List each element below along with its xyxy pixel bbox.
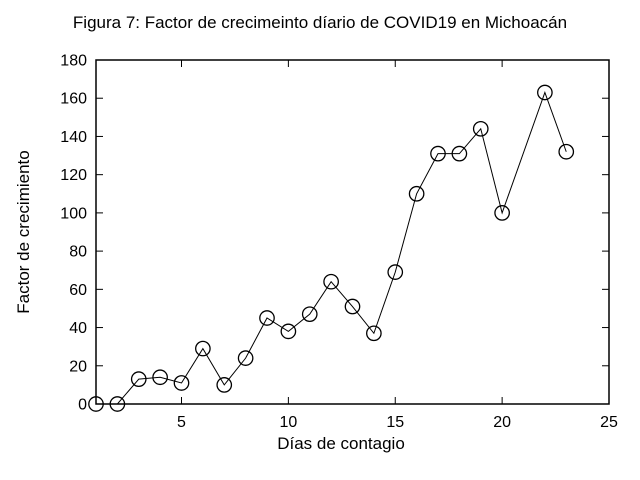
data-point-marker xyxy=(173,375,190,391)
chart-title: Figura 7: Factor de crecimeinto díario d… xyxy=(72,13,568,32)
x-tick-label: 10 xyxy=(279,414,297,431)
data-point-marker xyxy=(537,84,553,101)
x-axis-label: Días de contagio xyxy=(277,434,405,453)
data-point-marker xyxy=(88,396,104,412)
x-tick-label: 20 xyxy=(493,414,511,431)
data-line xyxy=(96,91,567,405)
y-tick-label: 140 xyxy=(60,129,87,146)
y-tick-label: 80 xyxy=(69,244,87,261)
data-point-marker xyxy=(237,350,254,366)
data-point-marker xyxy=(259,310,275,326)
data-point-marker xyxy=(472,120,489,137)
data-point-marker xyxy=(301,306,318,323)
data-point-marker xyxy=(323,273,339,290)
data-point-marker xyxy=(344,298,361,315)
y-tick-label: 120 xyxy=(60,167,87,184)
x-tick-label: 15 xyxy=(386,414,404,431)
plot-frame xyxy=(95,59,610,405)
data-point-marker xyxy=(494,205,510,221)
y-tick-label: 100 xyxy=(60,205,87,222)
data-point-marker xyxy=(130,371,147,388)
x-tick-label: 25 xyxy=(600,414,618,431)
data-point-marker xyxy=(558,143,575,160)
y-tick-label: 20 xyxy=(69,358,87,375)
y-tick-label: 0 xyxy=(78,397,87,414)
x-tick-label: 5 xyxy=(177,414,186,431)
data-point-marker xyxy=(109,396,126,412)
y-tick-label: 40 xyxy=(69,320,87,337)
data-point-marker xyxy=(216,377,233,393)
y-tick-label: 160 xyxy=(60,91,87,108)
y-tick-label: 180 xyxy=(60,53,87,70)
data-point-marker xyxy=(195,340,211,357)
data-point-marker xyxy=(430,145,446,162)
y-tick-label: 60 xyxy=(69,282,87,299)
data-point-marker xyxy=(451,145,468,162)
data-point-marker xyxy=(152,369,168,386)
data-point-marker xyxy=(408,185,425,202)
data-point-marker xyxy=(280,323,297,340)
data-point-marker xyxy=(366,325,382,342)
data-point-marker xyxy=(387,264,404,280)
